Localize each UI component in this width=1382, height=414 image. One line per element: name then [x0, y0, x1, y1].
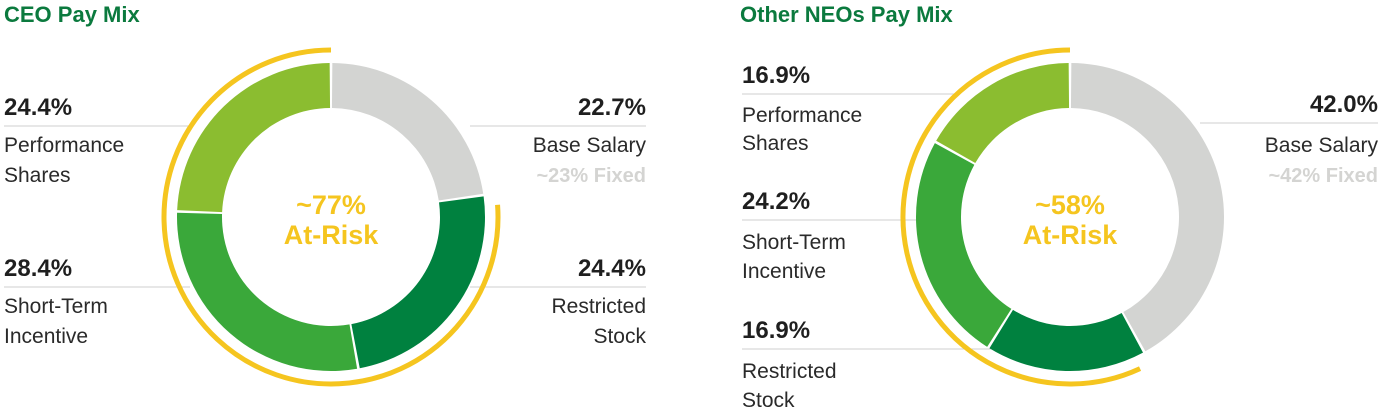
slice-label-base-salary: Base Salary	[533, 134, 647, 157]
ceo-pay-mix-chart: ~77%At-Risk 22.7% Base Salary ~23% Fixed 24.…	[4, 47, 647, 387]
fixed-pay-label: ~42% Fixed	[1268, 165, 1378, 187]
pct-label-short-term-incentive: 24.2%	[742, 188, 810, 215]
slice-label-performance-shares: Performance	[742, 104, 862, 127]
slice-label-short-term-incentive: Incentive	[742, 260, 826, 283]
slice-short-term-incentive	[916, 143, 1012, 347]
slice-label-restricted-stock: Restricted	[742, 360, 837, 383]
slice-label-performance-shares: Shares	[742, 132, 809, 155]
neo-chart-title: Other NEOs Pay Mix	[740, 2, 953, 27]
slice-label-base-salary: Base Salary	[1265, 134, 1379, 157]
neo-pay-mix-chart: ~58%At-Risk 42.0% Base Salary ~42% Fixed 16.…	[742, 47, 1379, 412]
slice-label-short-term-incentive: Short-Term	[4, 295, 108, 318]
slice-performance-shares	[177, 63, 331, 213]
center-label: At-Risk	[284, 220, 379, 250]
pct-label-performance-shares: 16.9%	[742, 62, 810, 89]
center-label: ~77%	[296, 190, 366, 220]
slice-label-performance-shares: Performance	[4, 134, 124, 157]
slice-label-restricted-stock: Restricted	[551, 295, 646, 318]
pct-label-restricted-stock: 24.4%	[578, 255, 646, 282]
center-label: At-Risk	[1023, 220, 1118, 250]
at-risk-arc	[161, 47, 501, 387]
slice-label-short-term-incentive: Short-Term	[742, 231, 846, 254]
slice-label-short-term-incentive: Incentive	[4, 325, 88, 348]
pct-label-performance-shares: 24.4%	[4, 94, 72, 121]
slice-restricted-stock	[351, 196, 485, 369]
pct-label-restricted-stock: 16.9%	[742, 317, 810, 344]
slice-performance-shares	[936, 63, 1070, 164]
pct-label-base-salary: 22.7%	[578, 94, 646, 121]
fixed-pay-label: ~23% Fixed	[536, 165, 646, 187]
center-label: ~58%	[1035, 190, 1105, 220]
slice-label-restricted-stock: Stock	[742, 389, 795, 412]
at-risk-arc	[900, 47, 1142, 387]
pct-label-base-salary: 42.0%	[1310, 91, 1378, 118]
slice-short-term-incentive	[177, 212, 358, 371]
pct-label-short-term-incentive: 28.4%	[4, 255, 72, 282]
slice-base-salary	[331, 63, 484, 201]
slice-base-salary	[1070, 63, 1224, 352]
slice-label-restricted-stock: Stock	[593, 325, 646, 348]
slice-restricted-stock	[989, 309, 1144, 371]
slice-label-performance-shares: Shares	[4, 164, 71, 187]
ceo-chart-title: CEO Pay Mix	[4, 2, 140, 27]
